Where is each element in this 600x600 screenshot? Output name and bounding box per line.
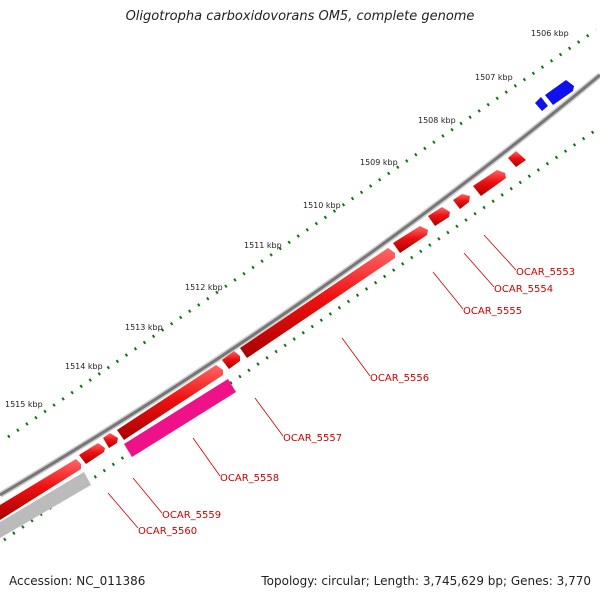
feature-ocar-5557[interactable]	[117, 351, 240, 440]
genome-title: Oligotropha carboxidovorans OM5, complet…	[125, 9, 475, 24]
inner-tick-row	[3, 128, 597, 542]
gray-feature[interactable]	[0, 472, 91, 538]
scale-labels: 1506 kbp 1507 kbp 1508 kbp 1509 kbp 1510…	[5, 29, 569, 409]
blue-feature[interactable]	[535, 80, 574, 111]
scale-label-1511: 1511 kbp	[244, 241, 282, 250]
scale-label-1509: 1509 kbp	[360, 158, 398, 167]
feature-ocar-5553[interactable]	[508, 151, 526, 167]
gene-label-ocar-5553: OCAR_5553	[516, 267, 575, 278]
gene-label-ocar-5554: OCAR_5554	[494, 284, 553, 295]
gene-label-ocar-5559: OCAR_5559	[162, 510, 221, 521]
label-leader-lines	[107, 234, 517, 529]
gene-label-ocar-5556: OCAR_5556	[370, 373, 429, 384]
scale-label-1512: 1512 kbp	[185, 283, 223, 292]
genome-backbone-core	[0, 73, 600, 497]
feature-ocar-5560[interactable]	[0, 443, 105, 520]
gene-labels: OCAR_5553 OCAR_5554 OCAR_5555 OCAR_5556 …	[138, 267, 575, 537]
feature-ocar-5555[interactable]	[453, 194, 470, 209]
gene-label-ocar-5560: OCAR_5560	[138, 526, 197, 537]
genome-summary: Topology: circular; Length: 3,745,629 bp…	[261, 574, 591, 588]
scale-label-1506: 1506 kbp	[531, 29, 569, 38]
scale-label-1513: 1513 kbp	[125, 323, 163, 332]
scale-label-1510: 1510 kbp	[303, 201, 341, 210]
gene-label-ocar-5557: OCAR_5557	[283, 433, 342, 444]
scale-label-1514: 1514 kbp	[65, 362, 103, 371]
accession-label: Accession: NC_011386	[9, 574, 146, 588]
scale-label-1508: 1508 kbp	[418, 116, 456, 125]
scale-label-1515: 1515 kbp	[5, 400, 43, 409]
scale-label-1507: 1507 kbp	[475, 73, 513, 82]
outer-tick-row	[7, 28, 597, 439]
gene-label-ocar-5555: OCAR_5555	[463, 306, 522, 317]
feature-ocar-5556[interactable]	[240, 226, 428, 358]
feature-ocar-5555b[interactable]	[428, 207, 450, 226]
feature-ocar-5559[interactable]	[103, 433, 118, 448]
feature-ocar-5554[interactable]	[473, 170, 506, 196]
gene-label-ocar-5558: OCAR_5558	[220, 473, 279, 484]
feature-ocar-5558[interactable]	[124, 379, 236, 457]
